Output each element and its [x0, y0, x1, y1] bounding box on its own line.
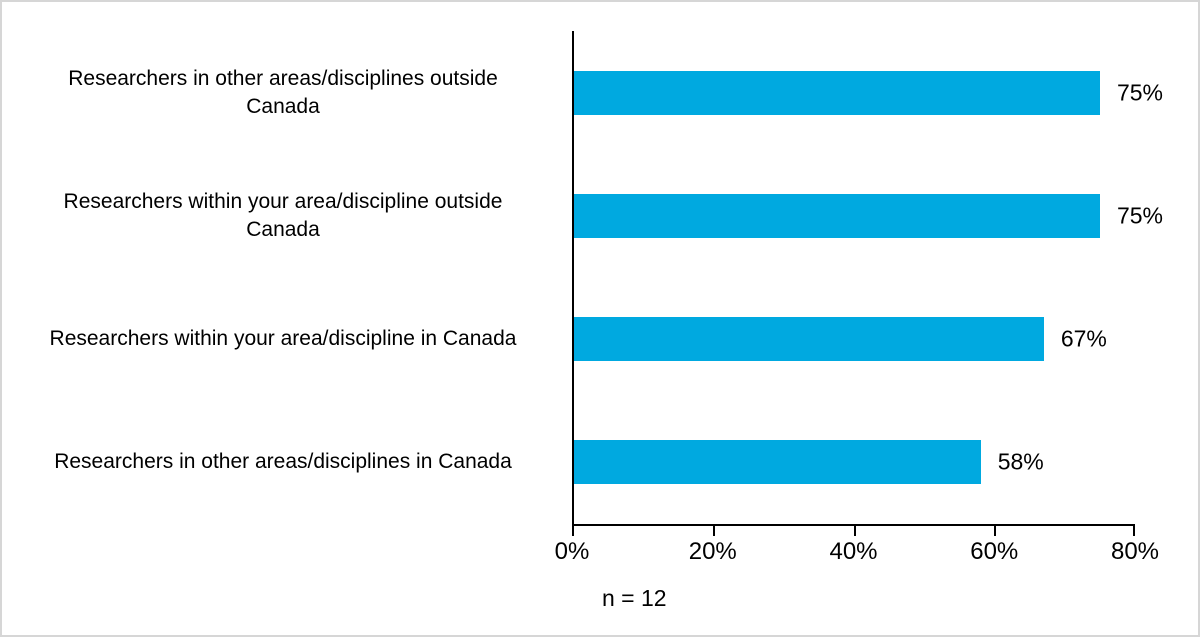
- x-axis-tick: [713, 526, 716, 536]
- sample-size-footnote: n = 12: [602, 585, 667, 611]
- bar: 75%: [574, 193, 1163, 238]
- bar: 67%: [574, 317, 1107, 362]
- value-label: 75%: [1116, 202, 1163, 229]
- plot-area: 75% 75% 67% 58%: [572, 31, 1163, 536]
- bar-row: 75%: [574, 31, 1163, 154]
- bar-row: 75%: [574, 154, 1163, 277]
- x-axis-tick-label: 80%: [1110, 538, 1160, 565]
- category-label: Researchers in other areas/disciplines o…: [68, 66, 498, 118]
- x-axis-tick-label: 40%: [829, 538, 878, 565]
- category-label: Researchers within your area/discipline …: [63, 189, 503, 241]
- x-axis-tick-labels: 0% 20% 40% 60% 80%: [555, 538, 1159, 566]
- x-axis-tick: [993, 526, 996, 536]
- value-label: 67%: [1060, 325, 1107, 352]
- bar-row: 58%: [574, 401, 1135, 524]
- x-axis-tick-label: 20%: [688, 538, 737, 565]
- category-label-row: Researchers within your area/discipline …: [6, 278, 560, 401]
- x-axis-tick-label: 0%: [554, 538, 590, 565]
- category-label-row: Researchers in other areas/disciplines i…: [6, 401, 560, 524]
- bar: 75%: [574, 70, 1163, 115]
- category-label: Researchers within your area/discipline …: [49, 327, 517, 351]
- x-axis-tick: [853, 526, 856, 536]
- bar-row: 67%: [574, 278, 1135, 401]
- bar-slots: 75% 75% 67% 58%: [574, 31, 1163, 524]
- x-axis-tick-label: 60%: [970, 538, 1019, 565]
- category-labels: Researchers in other areas/disciplines o…: [6, 31, 560, 524]
- bar: 58%: [574, 440, 1044, 485]
- x-axis-tick: [572, 526, 574, 536]
- category-label: Researchers in other areas/disciplines i…: [54, 450, 512, 474]
- value-label: 75%: [1116, 79, 1163, 106]
- category-label-row: Researchers in other areas/disciplines o…: [6, 31, 560, 154]
- x-axis-tick: [1133, 526, 1135, 536]
- category-label-row: Researchers within your area/discipline …: [6, 154, 560, 277]
- value-label: 58%: [997, 448, 1044, 475]
